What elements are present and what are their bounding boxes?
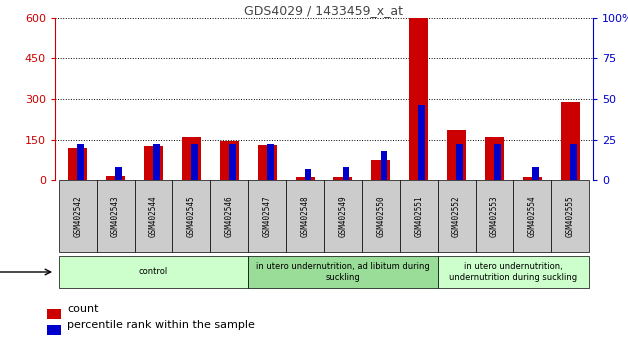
Bar: [333, 177, 352, 180]
Bar: [97, 180, 134, 252]
Bar: [286, 180, 324, 252]
Bar: [438, 256, 589, 288]
Text: in utero undernutrition,
undernutrition during suckling: in utero undernutrition, undernutrition …: [450, 262, 578, 282]
Bar: [343, 167, 349, 180]
Text: GSM402555: GSM402555: [566, 195, 575, 237]
Text: GSM402543: GSM402543: [111, 195, 120, 237]
Bar: [523, 177, 542, 180]
Bar: [494, 144, 501, 180]
Text: GSM402553: GSM402553: [490, 195, 499, 237]
Text: GSM402554: GSM402554: [528, 195, 537, 237]
Bar: [257, 145, 277, 180]
Bar: [153, 144, 160, 180]
Bar: [296, 177, 315, 180]
Text: percentile rank within the sample: percentile rank within the sample: [67, 320, 255, 330]
Bar: [191, 144, 198, 180]
Bar: [182, 137, 201, 180]
Bar: [447, 130, 466, 180]
Bar: [475, 180, 514, 252]
Bar: [46, 325, 62, 335]
Bar: [144, 146, 163, 180]
Bar: [371, 160, 391, 180]
Text: GSM402542: GSM402542: [73, 195, 82, 237]
Text: GSM402551: GSM402551: [414, 195, 423, 237]
Bar: [267, 144, 274, 180]
Bar: [210, 180, 248, 252]
Title: GDS4029 / 1433459_x_at: GDS4029 / 1433459_x_at: [244, 4, 404, 17]
Bar: [551, 180, 589, 252]
Bar: [305, 169, 311, 180]
Text: control: control: [139, 268, 168, 276]
Bar: [418, 105, 425, 180]
Bar: [106, 176, 125, 180]
Bar: [134, 180, 173, 252]
Bar: [400, 180, 438, 252]
Bar: [173, 180, 210, 252]
Bar: [248, 180, 286, 252]
Bar: [409, 18, 428, 180]
Text: GSM402549: GSM402549: [338, 195, 347, 237]
Bar: [362, 180, 400, 252]
Bar: [248, 256, 438, 288]
Bar: [220, 141, 239, 180]
Text: GSM402547: GSM402547: [263, 195, 272, 237]
Bar: [561, 102, 580, 180]
Bar: [570, 144, 577, 180]
Bar: [77, 144, 84, 180]
Text: GSM402550: GSM402550: [376, 195, 386, 237]
Bar: [514, 180, 551, 252]
Bar: [46, 309, 62, 319]
Bar: [229, 144, 236, 180]
Bar: [457, 144, 463, 180]
Bar: [59, 256, 248, 288]
Bar: [116, 167, 122, 180]
Bar: [438, 180, 475, 252]
Bar: [324, 180, 362, 252]
Text: GSM402545: GSM402545: [187, 195, 196, 237]
Bar: [485, 137, 504, 180]
Text: GSM402544: GSM402544: [149, 195, 158, 237]
Bar: [59, 180, 97, 252]
Text: GSM402546: GSM402546: [225, 195, 234, 237]
Text: in utero undernutrition, ad libitum during
suckling: in utero undernutrition, ad libitum duri…: [256, 262, 430, 282]
Text: GSM402548: GSM402548: [301, 195, 310, 237]
Bar: [68, 148, 87, 180]
Bar: [532, 167, 539, 180]
Text: GSM402552: GSM402552: [452, 195, 461, 237]
Bar: [381, 151, 387, 180]
Text: count: count: [67, 304, 99, 314]
